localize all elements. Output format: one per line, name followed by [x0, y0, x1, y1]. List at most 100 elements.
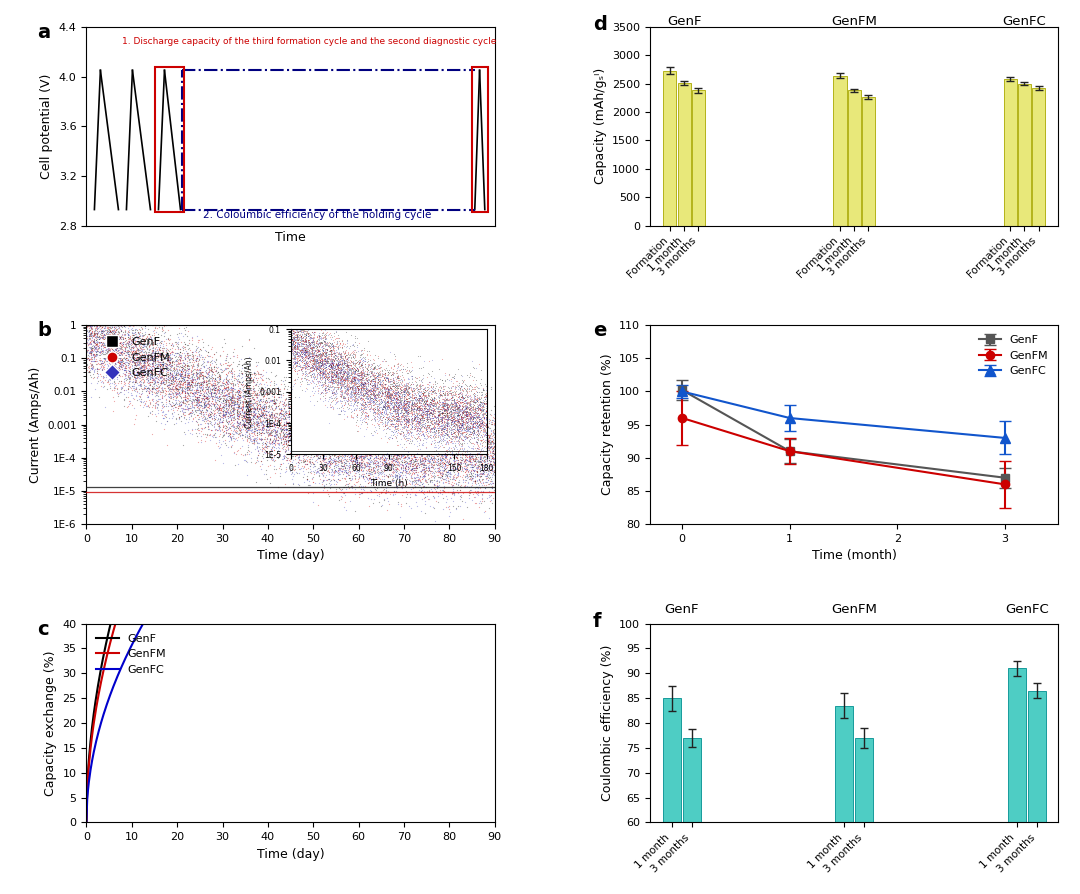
Point — [270, 411, 287, 426]
Point — [458, 462, 475, 477]
Point — [199, 381, 216, 395]
Point — [373, 444, 390, 459]
Point — [173, 385, 190, 400]
Point — [78, 334, 95, 349]
Point — [119, 325, 136, 340]
Point — [316, 417, 334, 431]
Point — [430, 440, 447, 454]
Point — [211, 390, 228, 404]
Point — [98, 366, 116, 380]
Point — [441, 462, 458, 477]
Point — [448, 443, 465, 457]
Point — [165, 370, 183, 384]
Point — [355, 458, 373, 472]
Point — [305, 405, 322, 419]
Point — [118, 364, 135, 378]
Point — [472, 442, 489, 456]
Point — [143, 349, 160, 363]
Point — [319, 463, 336, 477]
Point — [187, 409, 204, 424]
Point — [92, 318, 109, 333]
Point — [298, 437, 315, 451]
Point — [221, 392, 239, 407]
Point — [229, 397, 246, 411]
Point — [269, 434, 286, 448]
Point — [171, 394, 188, 409]
Point — [144, 382, 161, 396]
Point — [408, 407, 426, 421]
Point — [315, 389, 333, 403]
Point — [424, 451, 442, 465]
Point — [246, 367, 264, 382]
Point — [354, 438, 372, 452]
Point — [417, 475, 434, 489]
Point — [381, 425, 399, 439]
Point — [355, 434, 373, 449]
Point — [254, 408, 271, 422]
Point — [204, 389, 221, 403]
Point — [256, 415, 273, 429]
Point — [171, 318, 188, 333]
Point — [284, 452, 301, 467]
Point — [305, 426, 322, 441]
Point — [276, 444, 294, 459]
Point — [130, 367, 147, 381]
Point — [184, 392, 201, 407]
Point — [279, 422, 296, 436]
Point — [409, 469, 427, 484]
Point — [301, 384, 319, 398]
Point — [389, 457, 406, 471]
Point — [486, 465, 503, 479]
Point — [298, 436, 315, 451]
Point — [116, 361, 133, 375]
Point — [431, 443, 448, 457]
Point — [130, 345, 147, 359]
Point — [480, 450, 497, 464]
Point — [305, 401, 322, 416]
Point — [131, 382, 148, 396]
Point — [446, 417, 463, 431]
Point — [203, 374, 220, 388]
Point — [347, 416, 364, 430]
Point — [137, 393, 154, 408]
Point — [210, 375, 227, 389]
Point — [354, 398, 372, 412]
Point — [379, 449, 396, 463]
Point — [411, 444, 429, 459]
Point — [298, 432, 315, 446]
Point — [95, 354, 112, 368]
Point — [389, 471, 406, 485]
Point — [204, 384, 221, 398]
Point — [272, 394, 289, 409]
Point — [349, 446, 366, 460]
Point — [443, 445, 460, 460]
Point — [235, 404, 253, 418]
Point — [356, 432, 374, 446]
Point — [94, 342, 111, 357]
Point — [311, 425, 328, 439]
Point — [360, 443, 377, 457]
Point — [324, 435, 341, 450]
Point — [243, 392, 260, 407]
Point — [243, 391, 260, 405]
Point — [278, 417, 295, 431]
Point — [400, 426, 417, 441]
Point — [396, 450, 414, 464]
Point — [442, 414, 459, 428]
Point — [193, 379, 211, 393]
Point — [112, 350, 130, 365]
Point — [242, 419, 259, 434]
Point — [219, 377, 237, 392]
Point — [94, 318, 111, 333]
Point — [441, 454, 458, 468]
Point — [140, 385, 158, 400]
Point — [251, 432, 268, 446]
Point — [130, 342, 147, 356]
Point — [386, 473, 403, 487]
Point — [303, 450, 321, 464]
Point — [272, 402, 289, 417]
Point — [354, 430, 372, 444]
Point — [82, 319, 99, 333]
Point — [248, 401, 266, 416]
Point — [379, 457, 396, 471]
